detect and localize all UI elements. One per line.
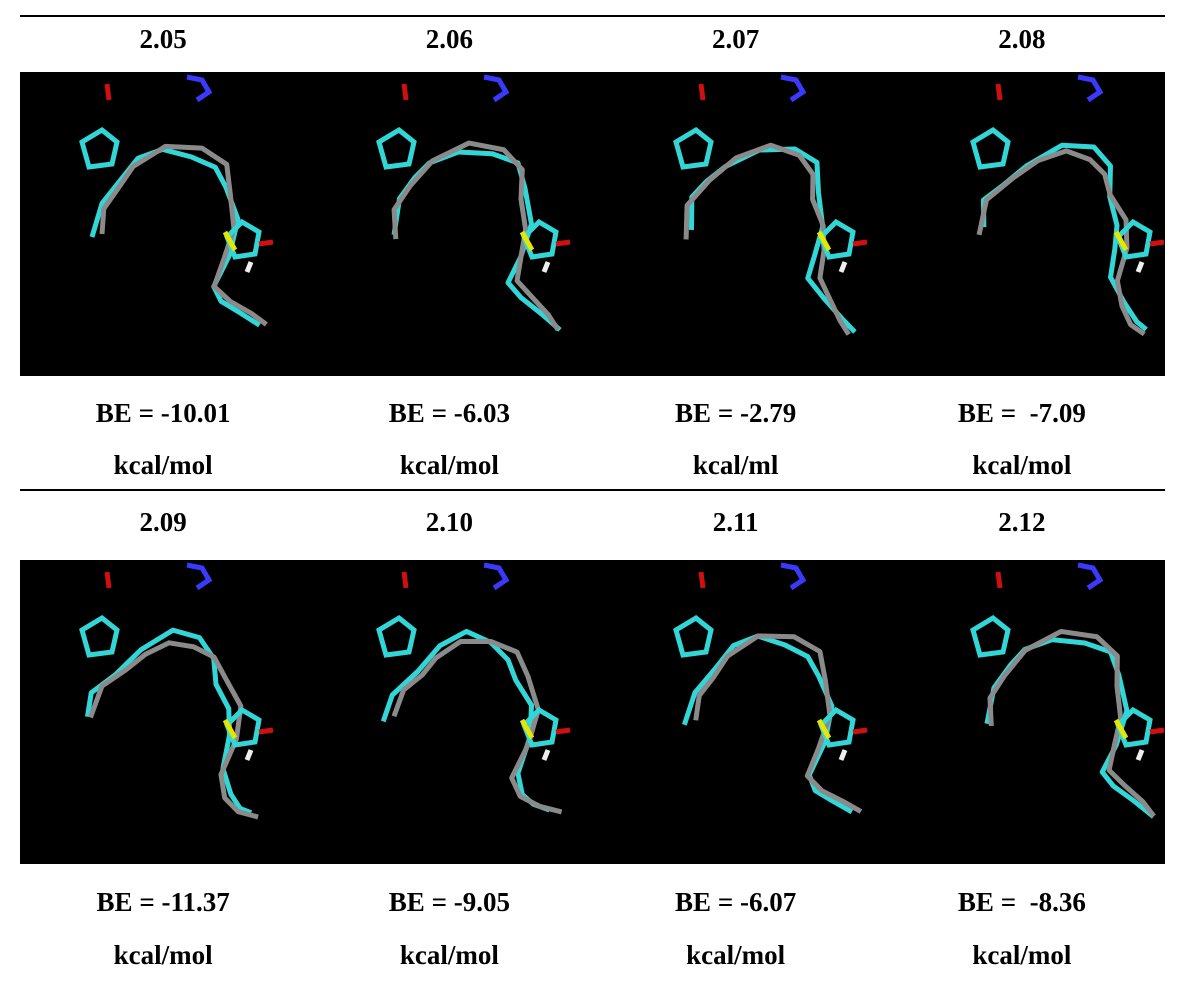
molecule-stick — [544, 262, 548, 272]
molecule-stick — [998, 84, 1000, 100]
molecule-stick — [1078, 77, 1100, 100]
table-rule — [20, 15, 1165, 17]
compound-id: 2.10 — [306, 507, 592, 547]
molecule-stick — [676, 618, 711, 655]
molecule-stick — [701, 572, 703, 588]
binding-energy: BE = -2.79 — [593, 398, 879, 429]
molecule-stick — [781, 565, 803, 588]
molecule-stick — [676, 130, 711, 167]
binding-energy: BE = -6.03 — [306, 398, 592, 429]
molecule-stick — [841, 750, 845, 760]
molecule-stick — [841, 262, 845, 272]
energy-unit: kcal/ml — [593, 450, 879, 481]
molecule-stick — [247, 750, 251, 760]
molecule-stick — [107, 84, 109, 100]
molecule-stick — [1138, 262, 1142, 272]
binding-energy: BE = -6.07 — [593, 887, 879, 918]
energy-unit: kcal/mol — [306, 450, 592, 481]
molecule-stick — [379, 130, 414, 167]
molecule-stick — [404, 572, 406, 588]
energy-unit: kcal/mol — [593, 940, 879, 971]
structure-drawing — [20, 560, 1165, 864]
page: {"table": {"rows": [ {"cells": [ {"id": … — [0, 0, 1182, 982]
energy-unit: kcal/mol — [879, 450, 1165, 481]
molecule-stick — [973, 618, 1008, 655]
molecule-stick — [696, 636, 861, 812]
energy-unit: kcal/mol — [879, 940, 1165, 971]
molecule-stick — [187, 565, 209, 588]
structure-image — [20, 560, 1165, 864]
compound-id: 2.09 — [20, 507, 306, 547]
molecule-stick — [484, 77, 506, 100]
molecule-stick — [102, 146, 266, 324]
molecule-stick — [556, 730, 570, 732]
molecule-stick — [1078, 565, 1100, 588]
compound-id: 2.11 — [593, 507, 879, 547]
binding-energy: BE = -10.01 — [20, 398, 306, 429]
molecule-stick — [107, 572, 109, 588]
energy-unit: kcal/mol — [20, 450, 306, 481]
binding-energy: BE = -9.05 — [306, 887, 592, 918]
molecule-stick — [781, 77, 803, 100]
compound-id: 2.05 — [20, 24, 306, 64]
molecule-stick — [1138, 750, 1142, 760]
energy-unit: kcal/mol — [306, 940, 592, 971]
compound-id: 2.06 — [306, 24, 592, 64]
molecule-stick — [187, 77, 209, 100]
molecule-stick — [1150, 242, 1164, 244]
molecule-stick — [1150, 730, 1164, 732]
molecule-stick — [259, 242, 273, 244]
molecule-stick — [82, 130, 117, 167]
binding-energy: BE = -8.36 — [879, 887, 1165, 918]
compound-id: 2.12 — [879, 507, 1165, 547]
molecule-stick — [259, 730, 273, 732]
structure-image — [20, 72, 1165, 376]
table-rule — [20, 489, 1165, 491]
molecule-stick — [853, 730, 867, 732]
molecule-stick — [82, 618, 117, 655]
molecule-stick — [853, 242, 867, 244]
molecule-stick — [379, 618, 414, 655]
molecule-stick — [247, 262, 251, 272]
molecule-stick — [544, 750, 548, 760]
molecule-stick — [998, 572, 1000, 588]
molecule-stick — [973, 130, 1008, 167]
molecule-stick — [701, 84, 703, 100]
molecule-stick — [404, 84, 406, 100]
molecule-stick — [92, 149, 260, 325]
molecule-stick — [556, 242, 570, 244]
structure-drawing — [20, 72, 1165, 376]
molecule-stick — [484, 565, 506, 588]
binding-energy: BE = -7.09 — [879, 398, 1165, 429]
energy-unit: kcal/mol — [20, 940, 306, 971]
binding-energy: BE = -11.37 — [20, 887, 306, 918]
compound-id: 2.08 — [879, 24, 1165, 64]
compound-id: 2.07 — [593, 24, 879, 64]
